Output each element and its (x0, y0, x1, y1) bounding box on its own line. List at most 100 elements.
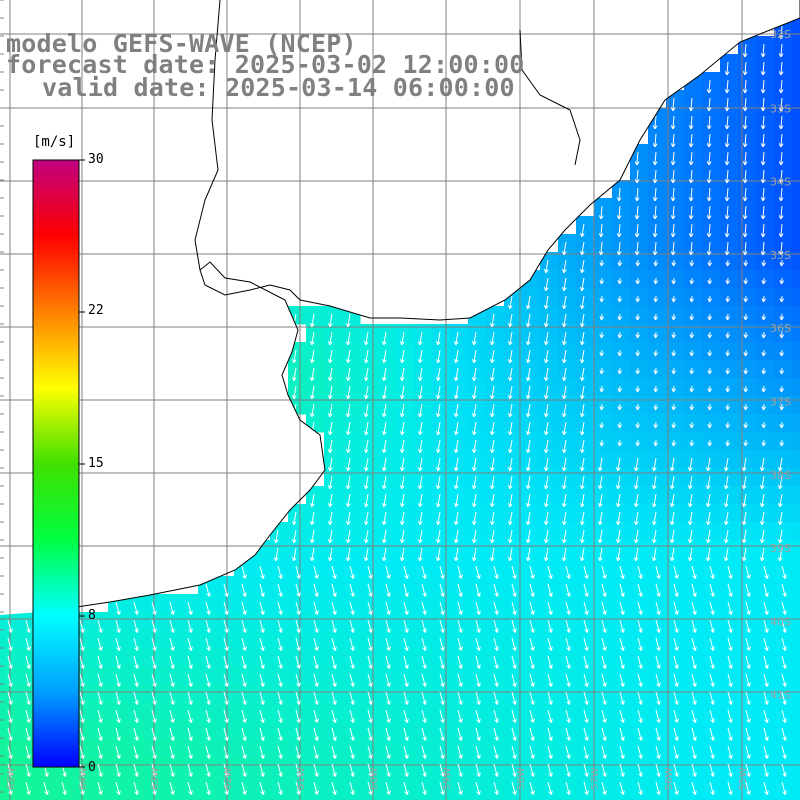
wind-cell (306, 360, 325, 379)
wind-cell (144, 702, 163, 721)
wind-arrow (457, 727, 463, 741)
wind-arrow (525, 421, 531, 436)
wind-arrow (97, 709, 103, 723)
wind-arrow (777, 475, 783, 490)
wind-cell (756, 432, 775, 451)
wind-arrow (615, 529, 621, 544)
wind-arrow (223, 637, 229, 651)
wind-arrow (259, 583, 265, 597)
wind-arrow (241, 691, 247, 705)
wind-cell (648, 468, 667, 487)
wind-cell (612, 486, 631, 505)
wind-cell (756, 666, 775, 685)
wind-arrow (579, 475, 585, 490)
wind-cell (522, 522, 541, 541)
wind-arrow (778, 43, 784, 58)
wind-arrow (507, 313, 513, 328)
wind-cell (720, 90, 739, 109)
wind-arrow (115, 637, 121, 651)
wind-arrow (457, 673, 463, 687)
wind-arrow (689, 313, 695, 321)
wind-cell (630, 504, 649, 523)
wind-arrow (634, 169, 640, 184)
wind-arrow (597, 475, 603, 490)
wind-cell (792, 774, 800, 793)
wind-arrow (583, 691, 589, 705)
wind-cell (576, 504, 595, 523)
wind-cell (576, 558, 595, 577)
wind-arrow (115, 781, 121, 795)
wind-arrow (439, 781, 445, 795)
wind-arrow (187, 637, 193, 651)
wind-arrow (97, 745, 103, 759)
wind-cell (666, 630, 685, 649)
wind-cell (594, 486, 613, 505)
wind-arrow (634, 241, 640, 256)
wind-arrow (615, 511, 621, 526)
wind-arrow (633, 475, 639, 490)
wind-cell (414, 774, 433, 793)
wind-cell (738, 504, 757, 523)
wind-cell (378, 576, 397, 595)
wind-arrow (367, 727, 373, 741)
wind-arrow (561, 259, 567, 274)
wind-arrow (295, 673, 301, 687)
wind-cell (18, 702, 37, 721)
wind-arrow (759, 493, 765, 508)
wind-arrow (561, 277, 567, 292)
wind-cell (792, 666, 800, 685)
wind-arrow (561, 493, 567, 508)
wind-arrow (761, 385, 767, 393)
wind-cell (612, 270, 631, 289)
wind-cell (504, 612, 523, 631)
wind-cell (594, 270, 613, 289)
wind-cell (612, 306, 631, 325)
wind-arrow (615, 547, 621, 562)
wind-arrow (742, 97, 748, 112)
wind-cell (648, 144, 667, 163)
wind-cell (216, 576, 235, 595)
wind-cell (396, 612, 415, 631)
wind-arrow (7, 637, 13, 651)
lon-label: 63W (150, 767, 161, 790)
wind-cell (684, 666, 703, 685)
wind-arrow (669, 547, 675, 562)
wind-cell (180, 720, 199, 739)
wind-arrow (169, 691, 175, 705)
lat-label: 41S (770, 689, 791, 702)
wind-cell (126, 666, 145, 685)
wind-arrow (489, 349, 495, 364)
wind-cell (558, 738, 577, 757)
wind-cell (774, 234, 793, 253)
wind-arrow (367, 709, 373, 723)
wind-arrow (601, 691, 607, 705)
wind-cell (468, 450, 487, 469)
lat-label: 34S (770, 176, 791, 189)
wind-cell (504, 558, 523, 577)
wind-arrow (471, 349, 477, 364)
wind-arrow (363, 493, 369, 508)
wind-arrow (309, 385, 315, 400)
lat-label: 38S (770, 469, 791, 482)
wind-arrow (309, 403, 315, 418)
wind-arrow (673, 565, 679, 579)
wind-cell (522, 594, 541, 613)
wind-arrow (779, 421, 785, 429)
wind-cell (522, 684, 541, 703)
wind-arrow (327, 439, 333, 454)
wind-cell (522, 414, 541, 433)
wind-cell (360, 738, 379, 757)
wind-cell (594, 738, 613, 757)
wind-cell (630, 378, 649, 397)
wind-cell (648, 432, 667, 451)
wind-arrow (691, 655, 697, 669)
wind-arrow (291, 529, 297, 544)
wind-arrow (763, 691, 769, 705)
wind-cell (738, 342, 757, 361)
wind-arrow (151, 691, 157, 705)
wind-arrow (511, 565, 517, 579)
wind-cell (702, 180, 721, 199)
wind-cell (504, 774, 523, 793)
wind-arrow (705, 457, 711, 472)
wind-arrow (241, 637, 247, 651)
